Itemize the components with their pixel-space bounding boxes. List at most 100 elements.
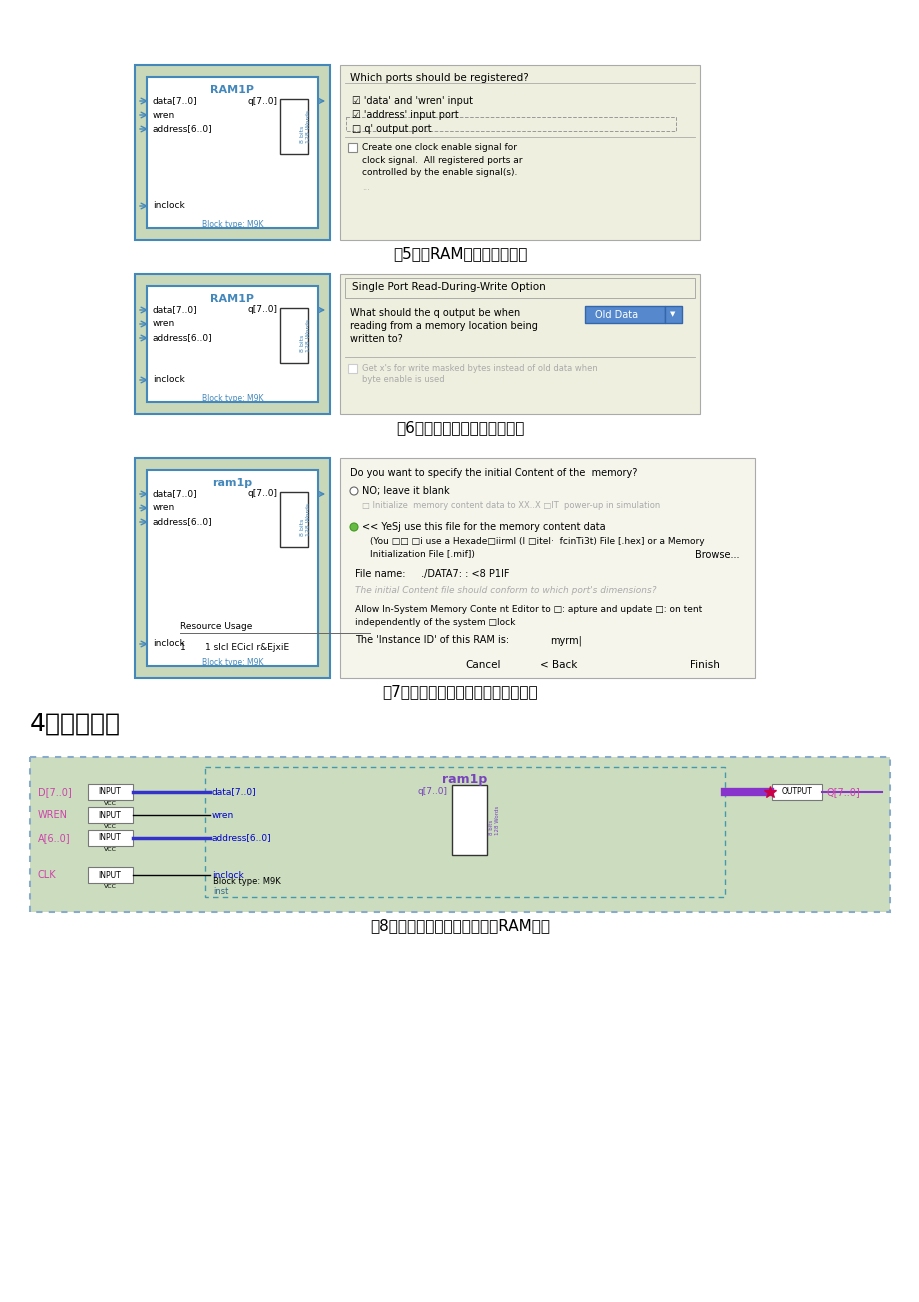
Text: address[6..0]: address[6..0] <box>153 517 212 526</box>
Bar <box>664 306 681 323</box>
Text: ☑ 'data' and 'wren' input: ☑ 'data' and 'wren' input <box>352 96 472 105</box>
Text: Resource Usage: Resource Usage <box>180 622 252 631</box>
Text: Q[7..0]: Q[7..0] <box>826 786 860 797</box>
Text: < Back: < Back <box>539 660 577 671</box>
Bar <box>88 867 133 883</box>
Bar <box>347 365 357 372</box>
Text: byte enable is used: byte enable is used <box>361 375 444 384</box>
Text: Create one clock enable signal for: Create one clock enable signal for <box>361 143 516 152</box>
Text: Browse...: Browse... <box>695 549 739 560</box>
Text: □ q' output port: □ q' output port <box>352 124 431 134</box>
Text: 8 bits
128 Words: 8 bits 128 Words <box>489 806 500 835</box>
Text: wren: wren <box>153 111 175 120</box>
Bar <box>346 117 675 132</box>
Bar <box>30 756 889 911</box>
Text: data[7..0]: data[7..0] <box>153 306 198 315</box>
Text: Allow In-System Memory Conte nt Editor to □: apture and update □: on tent: Allow In-System Memory Conte nt Editor t… <box>355 605 701 615</box>
Text: written to?: written to? <box>349 335 403 344</box>
Text: myrm|: myrm| <box>550 635 581 646</box>
Text: 图8在原理图编辑器上连接好的RAM模块: 图8在原理图编辑器上连接好的RAM模块 <box>369 918 550 934</box>
Text: inst: inst <box>213 887 228 896</box>
Bar <box>88 807 133 823</box>
Text: 1 slcl ECicl r&EjxiE: 1 slcl ECicl r&EjxiE <box>205 643 289 652</box>
Text: CLK: CLK <box>38 870 57 880</box>
Text: Initialization File [.mif]): Initialization File [.mif]) <box>369 549 474 559</box>
Text: File name:     ./DATA7: : <8 P1IF: File name: ./DATA7: : <8 P1IF <box>355 569 509 579</box>
Text: WREN: WREN <box>38 810 68 820</box>
Text: RAM1P: RAM1P <box>210 85 255 95</box>
Text: ▼: ▼ <box>670 311 675 318</box>
Text: □ Initialize  memory content data to XX..X □IT  power-up in simulation: □ Initialize memory content data to XX..… <box>361 501 660 510</box>
Text: Block type: M9K: Block type: M9K <box>201 395 263 404</box>
Text: q[7..0]: q[7..0] <box>248 306 278 315</box>
Text: controlled by the enable signal(s).: controlled by the enable signal(s). <box>361 168 516 177</box>
Text: 1: 1 <box>180 643 186 652</box>
Bar <box>147 77 318 228</box>
Text: 图6设定在写入同时读出原数据: 图6设定在写入同时读出原数据 <box>395 421 524 435</box>
Bar <box>340 273 699 414</box>
Text: data[7..0]: data[7..0] <box>153 490 198 499</box>
Text: RAM1P: RAM1P <box>210 294 255 303</box>
Bar <box>205 767 724 897</box>
Bar <box>345 279 694 298</box>
Text: wren: wren <box>153 504 175 513</box>
Bar <box>584 306 664 323</box>
Text: Which ports should be registered?: Which ports should be registered? <box>349 73 528 83</box>
Text: 图5设定RAM仅输入时钟控制: 图5设定RAM仅输入时钟控制 <box>392 246 527 260</box>
Text: data[7..0]: data[7..0] <box>211 788 256 797</box>
Text: Block type: M9K: Block type: M9K <box>201 220 263 229</box>
Text: VCC: VCC <box>103 801 117 806</box>
Text: inclock: inclock <box>153 202 185 211</box>
Bar <box>135 458 330 678</box>
Text: << YeSj use this file for the memory content data: << YeSj use this file for the memory con… <box>361 522 605 533</box>
Bar <box>452 785 487 855</box>
Text: 图7设定初始化文件和允许在系统编译: 图7设定初始化文件和允许在系统编译 <box>381 684 538 699</box>
Text: VCC: VCC <box>103 884 117 889</box>
Bar <box>340 458 754 678</box>
Text: ram1p: ram1p <box>442 773 487 786</box>
Text: VCC: VCC <box>103 824 117 829</box>
Text: What should the q output be when: What should the q output be when <box>349 309 519 318</box>
Text: 8 bits
128 Words: 8 bits 128 Words <box>300 319 311 352</box>
Text: Cancel: Cancel <box>464 660 500 671</box>
Circle shape <box>349 487 357 495</box>
Text: address[6..0]: address[6..0] <box>153 333 212 342</box>
Text: Get x's for write masked bytes instead of old data when: Get x's for write masked bytes instead o… <box>361 365 597 372</box>
Text: Block type: M9K: Block type: M9K <box>201 658 263 667</box>
Bar <box>340 65 699 240</box>
Text: 4电路的连接: 4电路的连接 <box>30 712 121 736</box>
Text: Finish: Finish <box>689 660 719 671</box>
Text: Old Data: Old Data <box>595 310 638 319</box>
Bar <box>147 470 318 667</box>
Text: INPUT: INPUT <box>98 788 121 797</box>
Text: Block type: M9K: Block type: M9K <box>213 878 280 885</box>
Text: q[7..0]: q[7..0] <box>417 788 447 797</box>
Text: address[6..0]: address[6..0] <box>153 125 212 134</box>
Text: INPUT: INPUT <box>98 871 121 879</box>
Bar <box>279 492 308 547</box>
Text: independently of the system □lock: independently of the system □lock <box>355 618 515 628</box>
Text: address[6..0]: address[6..0] <box>211 833 271 842</box>
Text: ram1p: ram1p <box>212 478 253 488</box>
Bar <box>88 829 133 846</box>
Text: A[6..0]: A[6..0] <box>38 833 71 842</box>
Text: The initial Content file should conform to which port's dimensions?: The initial Content file should conform … <box>355 586 656 595</box>
Text: wren: wren <box>211 811 234 819</box>
Text: q[7..0]: q[7..0] <box>248 96 278 105</box>
Circle shape <box>349 523 357 531</box>
Text: (You □□ □i use a Hexade□iirml (l □itel·  fcinTi3t) File [.hex] or a Memory: (You □□ □i use a Hexade□iirml (l □itel· … <box>369 536 704 546</box>
Text: D[7..0]: D[7..0] <box>38 786 72 797</box>
Text: q[7..0]: q[7..0] <box>248 490 278 499</box>
Text: The 'Instance ID' of this RAM is:: The 'Instance ID' of this RAM is: <box>355 635 508 644</box>
Bar <box>279 99 308 154</box>
Text: VCC: VCC <box>103 848 117 852</box>
Bar <box>88 784 133 799</box>
Text: INPUT: INPUT <box>98 833 121 842</box>
Bar <box>135 65 330 240</box>
Bar <box>771 784 821 799</box>
Text: ☑ 'address' input port: ☑ 'address' input port <box>352 109 459 120</box>
Text: inclock: inclock <box>211 871 244 879</box>
Text: ...: ... <box>361 184 369 191</box>
Text: clock signal.  All registered ports ar: clock signal. All registered ports ar <box>361 156 522 165</box>
Text: wren: wren <box>153 319 175 328</box>
